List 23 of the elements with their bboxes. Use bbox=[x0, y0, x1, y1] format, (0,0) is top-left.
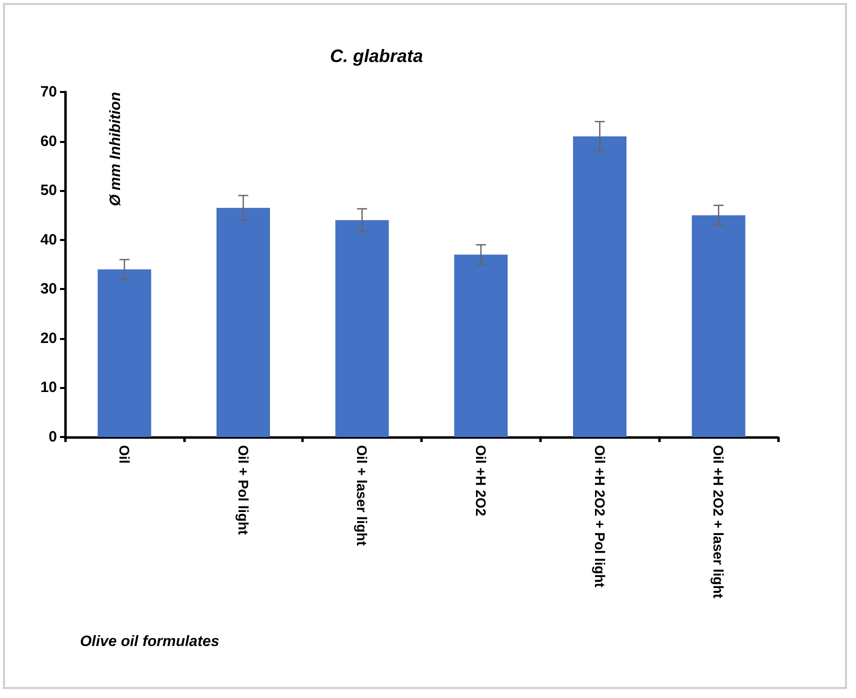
bar bbox=[454, 254, 508, 437]
bar bbox=[692, 215, 746, 437]
y-tick-label: 0 bbox=[48, 428, 57, 446]
bar bbox=[573, 136, 626, 437]
x-tick-label: Oil +H 2O2 bbox=[472, 445, 489, 516]
chart-title: C. glabrata bbox=[330, 46, 424, 66]
x-tick-label: Oil + Pol light bbox=[235, 445, 252, 536]
bar bbox=[335, 220, 389, 437]
y-tick-label: 20 bbox=[40, 330, 57, 347]
y-tick-label: 40 bbox=[40, 231, 57, 248]
x-tick-label: Oil bbox=[116, 445, 132, 464]
x-axis-title: Olive oil formulates bbox=[80, 633, 220, 650]
y-tick-label: 30 bbox=[40, 280, 57, 298]
y-tick-label: 60 bbox=[40, 132, 57, 150]
bar bbox=[216, 208, 270, 437]
y-tick-label: 70 bbox=[40, 84, 57, 100]
x-tick-label: Oil +H 2O2 + Pol light bbox=[592, 445, 608, 588]
y-tick-label: 50 bbox=[40, 182, 57, 200]
y-tick-label: 10 bbox=[40, 379, 57, 396]
y-axis-title: Ø mm Inhibition bbox=[107, 92, 124, 206]
x-tick-label: Oil +H 2O2 + laser light bbox=[710, 445, 727, 599]
bar bbox=[98, 269, 152, 437]
x-tick-label: Oil + laser light bbox=[354, 445, 370, 546]
